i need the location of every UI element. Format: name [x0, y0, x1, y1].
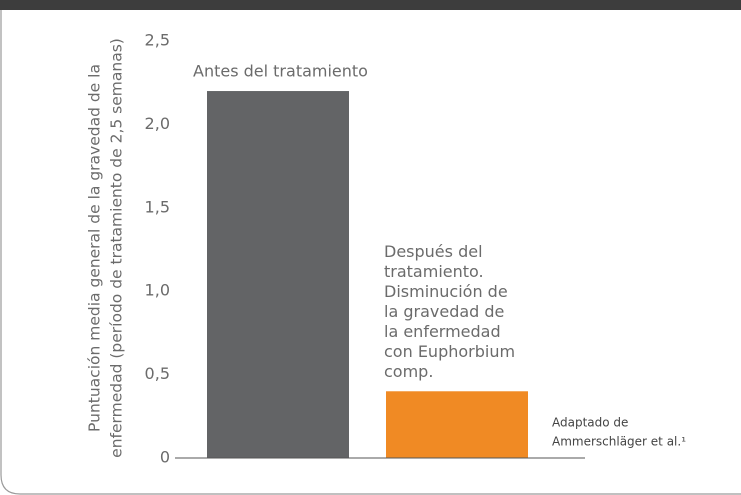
bar-annotation: tratamiento. — [384, 262, 484, 281]
y-axis-label: Puntuación media general de la gravedad … — [86, 64, 104, 432]
bar-annotation: la enfermedad — [384, 322, 501, 341]
y-tick-label: 0,5 — [145, 364, 170, 383]
bar-annotation: con Euphorbium — [384, 342, 515, 361]
bar-annotation: Después del — [384, 242, 483, 261]
y-axis-label: enfermedad (período de tratamiento de 2,… — [108, 38, 126, 458]
bar-annotation: Antes del tratamiento — [193, 62, 368, 81]
header-band — [0, 0, 741, 10]
bar-annotation: comp. — [384, 362, 433, 381]
y-tick-label: 2,5 — [145, 31, 170, 50]
bar — [207, 91, 349, 458]
source-note: Adaptado de — [552, 416, 628, 430]
source-note: Ammerschläger et al.¹ — [552, 435, 686, 449]
bar-annotation: Disminución de — [384, 282, 508, 301]
y-tick-label: 2,0 — [145, 114, 170, 133]
frame — [0, 10, 741, 495]
bar-annotation: la gravedad de — [384, 302, 504, 321]
y-tick-label: 1,0 — [145, 281, 170, 300]
y-tick-label: 0 — [160, 448, 170, 467]
y-tick-label: 1,5 — [145, 197, 170, 216]
bar — [386, 391, 528, 458]
